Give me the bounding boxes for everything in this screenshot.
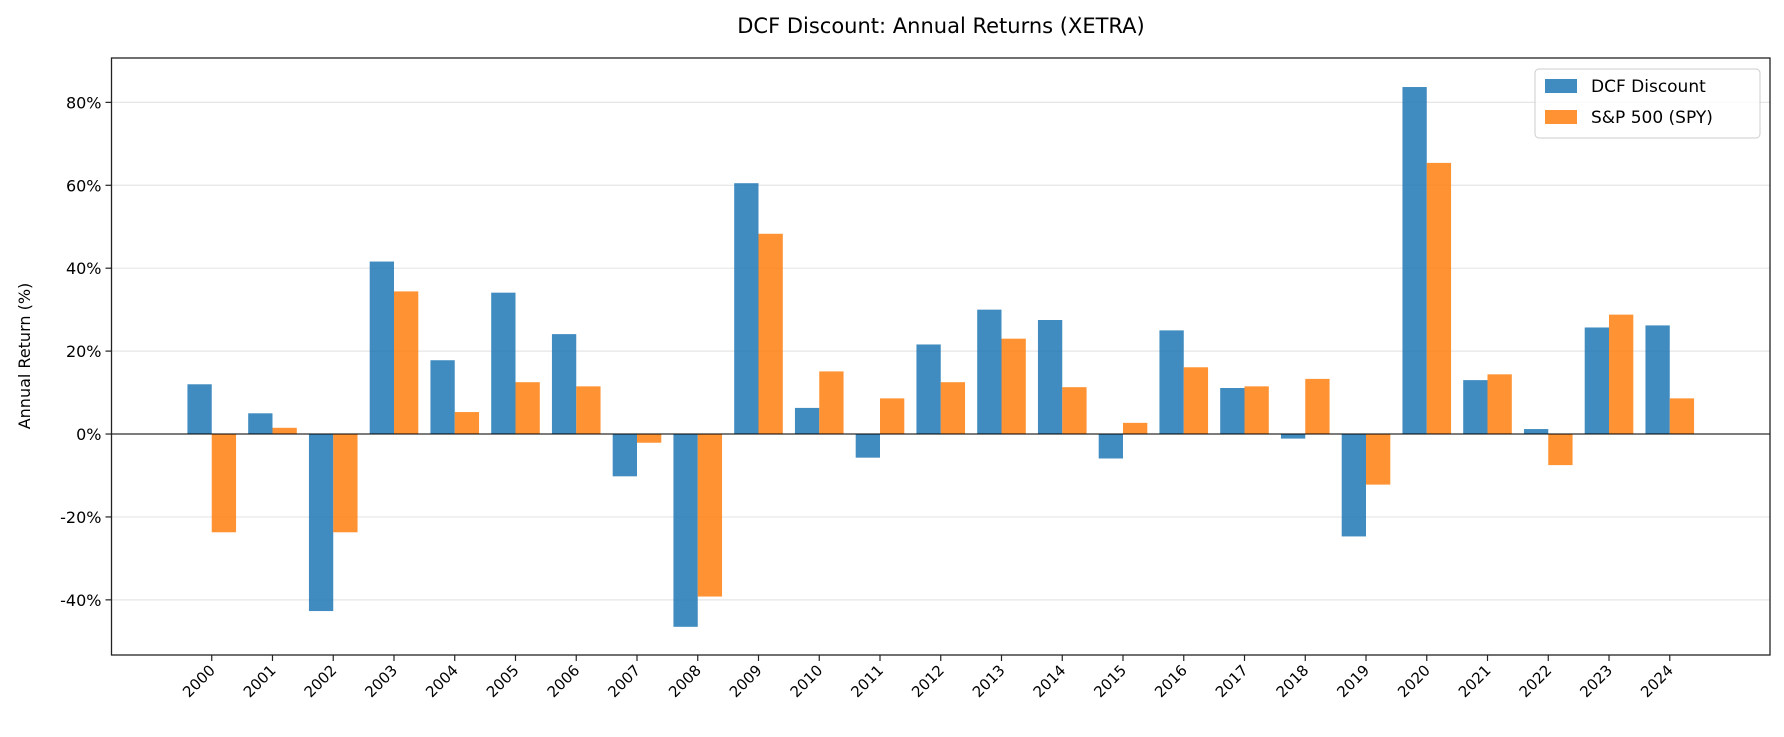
bar-spy-2012 bbox=[940, 382, 966, 435]
x-tick-label: 2017 bbox=[1212, 661, 1252, 701]
bar-spy-2016 bbox=[1183, 367, 1209, 435]
bar-spy-2020 bbox=[1426, 162, 1452, 435]
x-tick-label: 2006 bbox=[544, 661, 584, 701]
bars bbox=[111, 87, 1770, 627]
bar-spy-2000 bbox=[211, 434, 237, 533]
x-tick-label: 2019 bbox=[1333, 661, 1373, 701]
bar-dcf-2019 bbox=[1341, 434, 1367, 537]
bar-dcf-2006 bbox=[551, 334, 577, 435]
bar-spy-2001 bbox=[272, 427, 297, 435]
x-tick-label: 2023 bbox=[1576, 661, 1616, 701]
x-tick-label: 2008 bbox=[665, 661, 705, 701]
x-tick-label: 2016 bbox=[1151, 661, 1191, 701]
x-tick-label: 2012 bbox=[908, 661, 948, 701]
bar-dcf-2020 bbox=[1402, 87, 1427, 435]
legend: DCF Discount S&P 500 (SPY) bbox=[1534, 68, 1761, 139]
y-tick-label: 40% bbox=[66, 259, 102, 278]
bar-dcf-2021 bbox=[1463, 380, 1488, 435]
x-tick-label: 2010 bbox=[787, 661, 827, 701]
y-tick-label: 80% bbox=[66, 93, 102, 112]
bar-spy-2002 bbox=[333, 434, 358, 533]
x-tick-label: 2004 bbox=[422, 661, 462, 701]
legend-label-spy: S&P 500 (SPY) bbox=[1591, 108, 1713, 128]
x-tick-label: 2020 bbox=[1394, 661, 1434, 701]
bar-spy-2004 bbox=[454, 412, 480, 435]
x-axis-ticks: 2000 2001 2002 2003 2004 2005 2006 2007 2008 2009… bbox=[179, 655, 1677, 701]
bar-spy-2013 bbox=[1001, 338, 1026, 435]
x-tick-label: 2002 bbox=[301, 661, 341, 701]
bar-spy-2003 bbox=[393, 291, 419, 435]
x-tick-label: 2003 bbox=[361, 661, 401, 701]
bar-spy-2007 bbox=[636, 434, 662, 443]
bar-dcf-2024 bbox=[1645, 325, 1670, 435]
bar-dcf-2001 bbox=[248, 413, 273, 435]
bar-dcf-2002 bbox=[308, 434, 334, 612]
bar-spy-2023 bbox=[1609, 314, 1634, 435]
bar-dcf-2016 bbox=[1159, 330, 1184, 435]
y-tick-label: 0% bbox=[76, 425, 101, 444]
bar-dcf-2017 bbox=[1220, 388, 1245, 435]
legend-box bbox=[1534, 68, 1761, 139]
bar-spy-2019 bbox=[1366, 434, 1391, 485]
y-axis-label: Annual Return (%) bbox=[15, 283, 34, 430]
bar-spy-2010 bbox=[819, 371, 844, 435]
x-tick-label: 2007 bbox=[604, 661, 644, 701]
bar-dcf-2000 bbox=[187, 384, 212, 435]
y-tick-label: 20% bbox=[66, 342, 102, 361]
bar-dcf-2007 bbox=[612, 434, 637, 477]
bar-spy-2022 bbox=[1548, 434, 1573, 466]
legend-label-dcf: DCF Discount bbox=[1591, 77, 1706, 97]
bar-dcf-2010 bbox=[794, 407, 820, 435]
bar-dcf-2003 bbox=[369, 261, 394, 435]
y-tick-label: 60% bbox=[66, 176, 102, 195]
bar-dcf-2023 bbox=[1584, 327, 1610, 435]
bar-dcf-2014 bbox=[1037, 320, 1063, 435]
x-tick-label: 2005 bbox=[483, 661, 523, 701]
x-tick-label: 2015 bbox=[1090, 661, 1130, 701]
bar-spy-2024 bbox=[1669, 398, 1695, 435]
plot-frame bbox=[110, 57, 1771, 656]
bar-dcf-2008 bbox=[673, 434, 698, 627]
bar-dcf-2009 bbox=[734, 183, 759, 435]
x-tick-label: 2000 bbox=[179, 661, 219, 701]
bar-spy-2008 bbox=[697, 434, 723, 597]
bar-spy-2005 bbox=[515, 382, 540, 435]
bar-spy-2018 bbox=[1305, 378, 1330, 435]
bar-dcf-2015 bbox=[1098, 434, 1124, 459]
y-tick-label: -20% bbox=[60, 508, 101, 527]
bar-dcf-2013 bbox=[977, 309, 1002, 435]
chart-title: DCF Discount: Annual Returns (XETRA) bbox=[737, 14, 1144, 38]
bar-spy-2017 bbox=[1244, 386, 1269, 435]
x-tick-label: 2009 bbox=[726, 661, 766, 701]
legend-swatch-dcf bbox=[1545, 79, 1577, 93]
bar-dcf-2022 bbox=[1523, 429, 1549, 435]
x-tick-label: 2024 bbox=[1637, 661, 1677, 701]
y-tick-label: -40% bbox=[60, 591, 101, 610]
legend-swatch-spy bbox=[1545, 110, 1577, 124]
x-tick-label: 2001 bbox=[240, 661, 280, 701]
bar-dcf-2004 bbox=[430, 360, 455, 435]
x-tick-label: 2022 bbox=[1516, 661, 1556, 701]
x-tick-label: 2011 bbox=[847, 661, 887, 701]
bar-spy-2011 bbox=[879, 398, 905, 435]
x-tick-label: 2021 bbox=[1455, 661, 1495, 701]
bar-spy-2021 bbox=[1487, 374, 1512, 435]
bar-dcf-2012 bbox=[916, 344, 941, 435]
bar-dcf-2011 bbox=[855, 434, 880, 458]
bar-spy-2006 bbox=[576, 386, 601, 435]
x-tick-label: 2013 bbox=[969, 661, 1009, 701]
bar-dcf-2005 bbox=[491, 292, 516, 435]
x-tick-label: 2014 bbox=[1030, 661, 1070, 701]
bar-spy-2015 bbox=[1123, 422, 1148, 435]
y-axis-ticks: -40% -20% 0% 20% 40% 60% 80% bbox=[60, 93, 112, 610]
bar-spy-2009 bbox=[758, 233, 783, 435]
bar-spy-2014 bbox=[1062, 387, 1087, 435]
x-tick-label: 2018 bbox=[1273, 661, 1313, 701]
bar-dcf-2018 bbox=[1280, 434, 1306, 439]
